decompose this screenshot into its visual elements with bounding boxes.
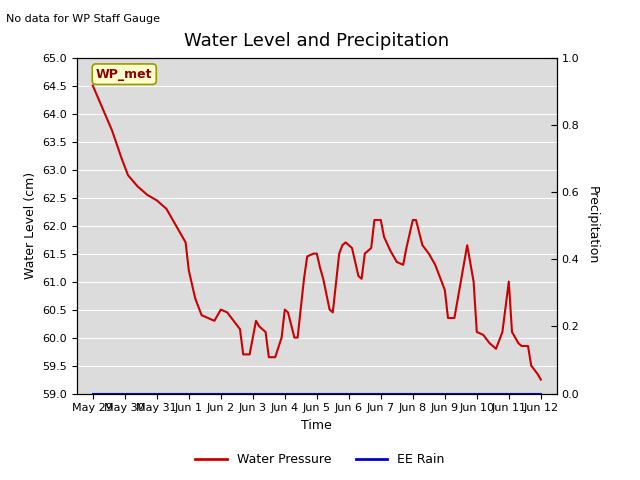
X-axis label: Time: Time: [301, 419, 332, 432]
Legend: Water Pressure, EE Rain: Water Pressure, EE Rain: [190, 448, 450, 471]
Water Pressure: [537, 377, 545, 383]
Text: No data for WP Staff Gauge: No data for WP Staff Gauge: [6, 14, 161, 24]
Line: Water Pressure: Water Pressure: [93, 85, 541, 380]
Water Pressure: [313, 251, 321, 256]
Water Pressure: [367, 245, 375, 251]
Water Pressure: [403, 245, 410, 251]
Y-axis label: Water Level (cm): Water Level (cm): [24, 172, 36, 279]
Y-axis label: Precipitation: Precipitation: [586, 186, 599, 265]
Water Pressure: [371, 217, 378, 223]
Title: Water Level and Precipitation: Water Level and Precipitation: [184, 33, 449, 50]
Water Pressure: [89, 83, 97, 88]
Text: WP_met: WP_met: [96, 68, 152, 81]
Water Pressure: [492, 346, 500, 352]
Water Pressure: [387, 248, 394, 253]
